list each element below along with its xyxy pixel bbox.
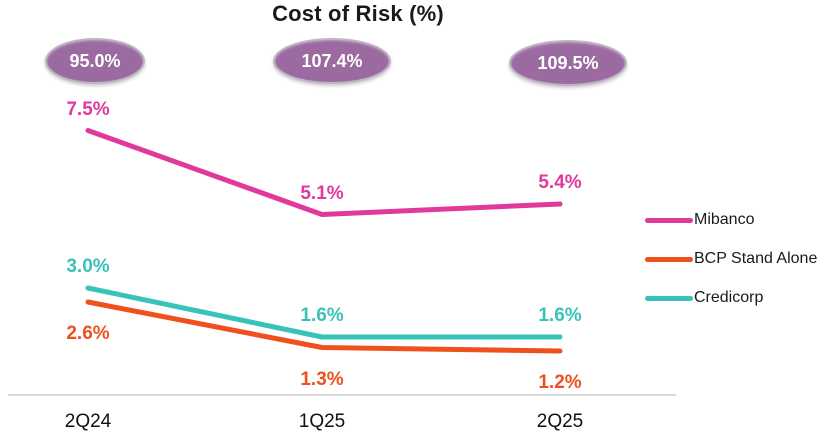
x-axis-tick-2q25: 2Q25 — [536, 411, 584, 432]
annotation-badge-1q25: 107.4% — [273, 38, 391, 84]
legend-item-credicorp: Credicorp — [645, 286, 817, 310]
legend-swatch-bcp-stand-alone — [645, 256, 693, 262]
annotation-badge-2q24: 95.0% — [45, 38, 145, 84]
legend-swatch-credicorp — [645, 295, 693, 301]
series-line-bcp-stand-alone — [85, 299, 563, 354]
x-axis-tick-2q24: 2Q24 — [64, 411, 112, 432]
series-line-credicorp — [85, 285, 563, 340]
annotation-badge-2q25: 109.5% — [509, 40, 627, 86]
legend-item-mibanco: Mibanco — [645, 208, 817, 232]
legend-label-bcp-stand-alone: BCP Stand Alone — [694, 250, 818, 267]
chart-title: Cost of Risk (%) — [272, 1, 444, 26]
x-axis-tick-1q25: 1Q25 — [298, 411, 346, 432]
x-axis-line — [8, 394, 676, 396]
legend-label-mibanco: Mibanco — [694, 211, 755, 228]
legend-item-bcp-stand-alone: BCP Stand Alone — [645, 247, 817, 271]
series-line-mibanco — [85, 128, 563, 217]
legend-label-credicorp: Credicorp — [694, 289, 764, 306]
legend: Mibanco BCP Stand Alone Credicorp — [645, 208, 817, 325]
legend-swatch-mibanco — [645, 217, 693, 223]
